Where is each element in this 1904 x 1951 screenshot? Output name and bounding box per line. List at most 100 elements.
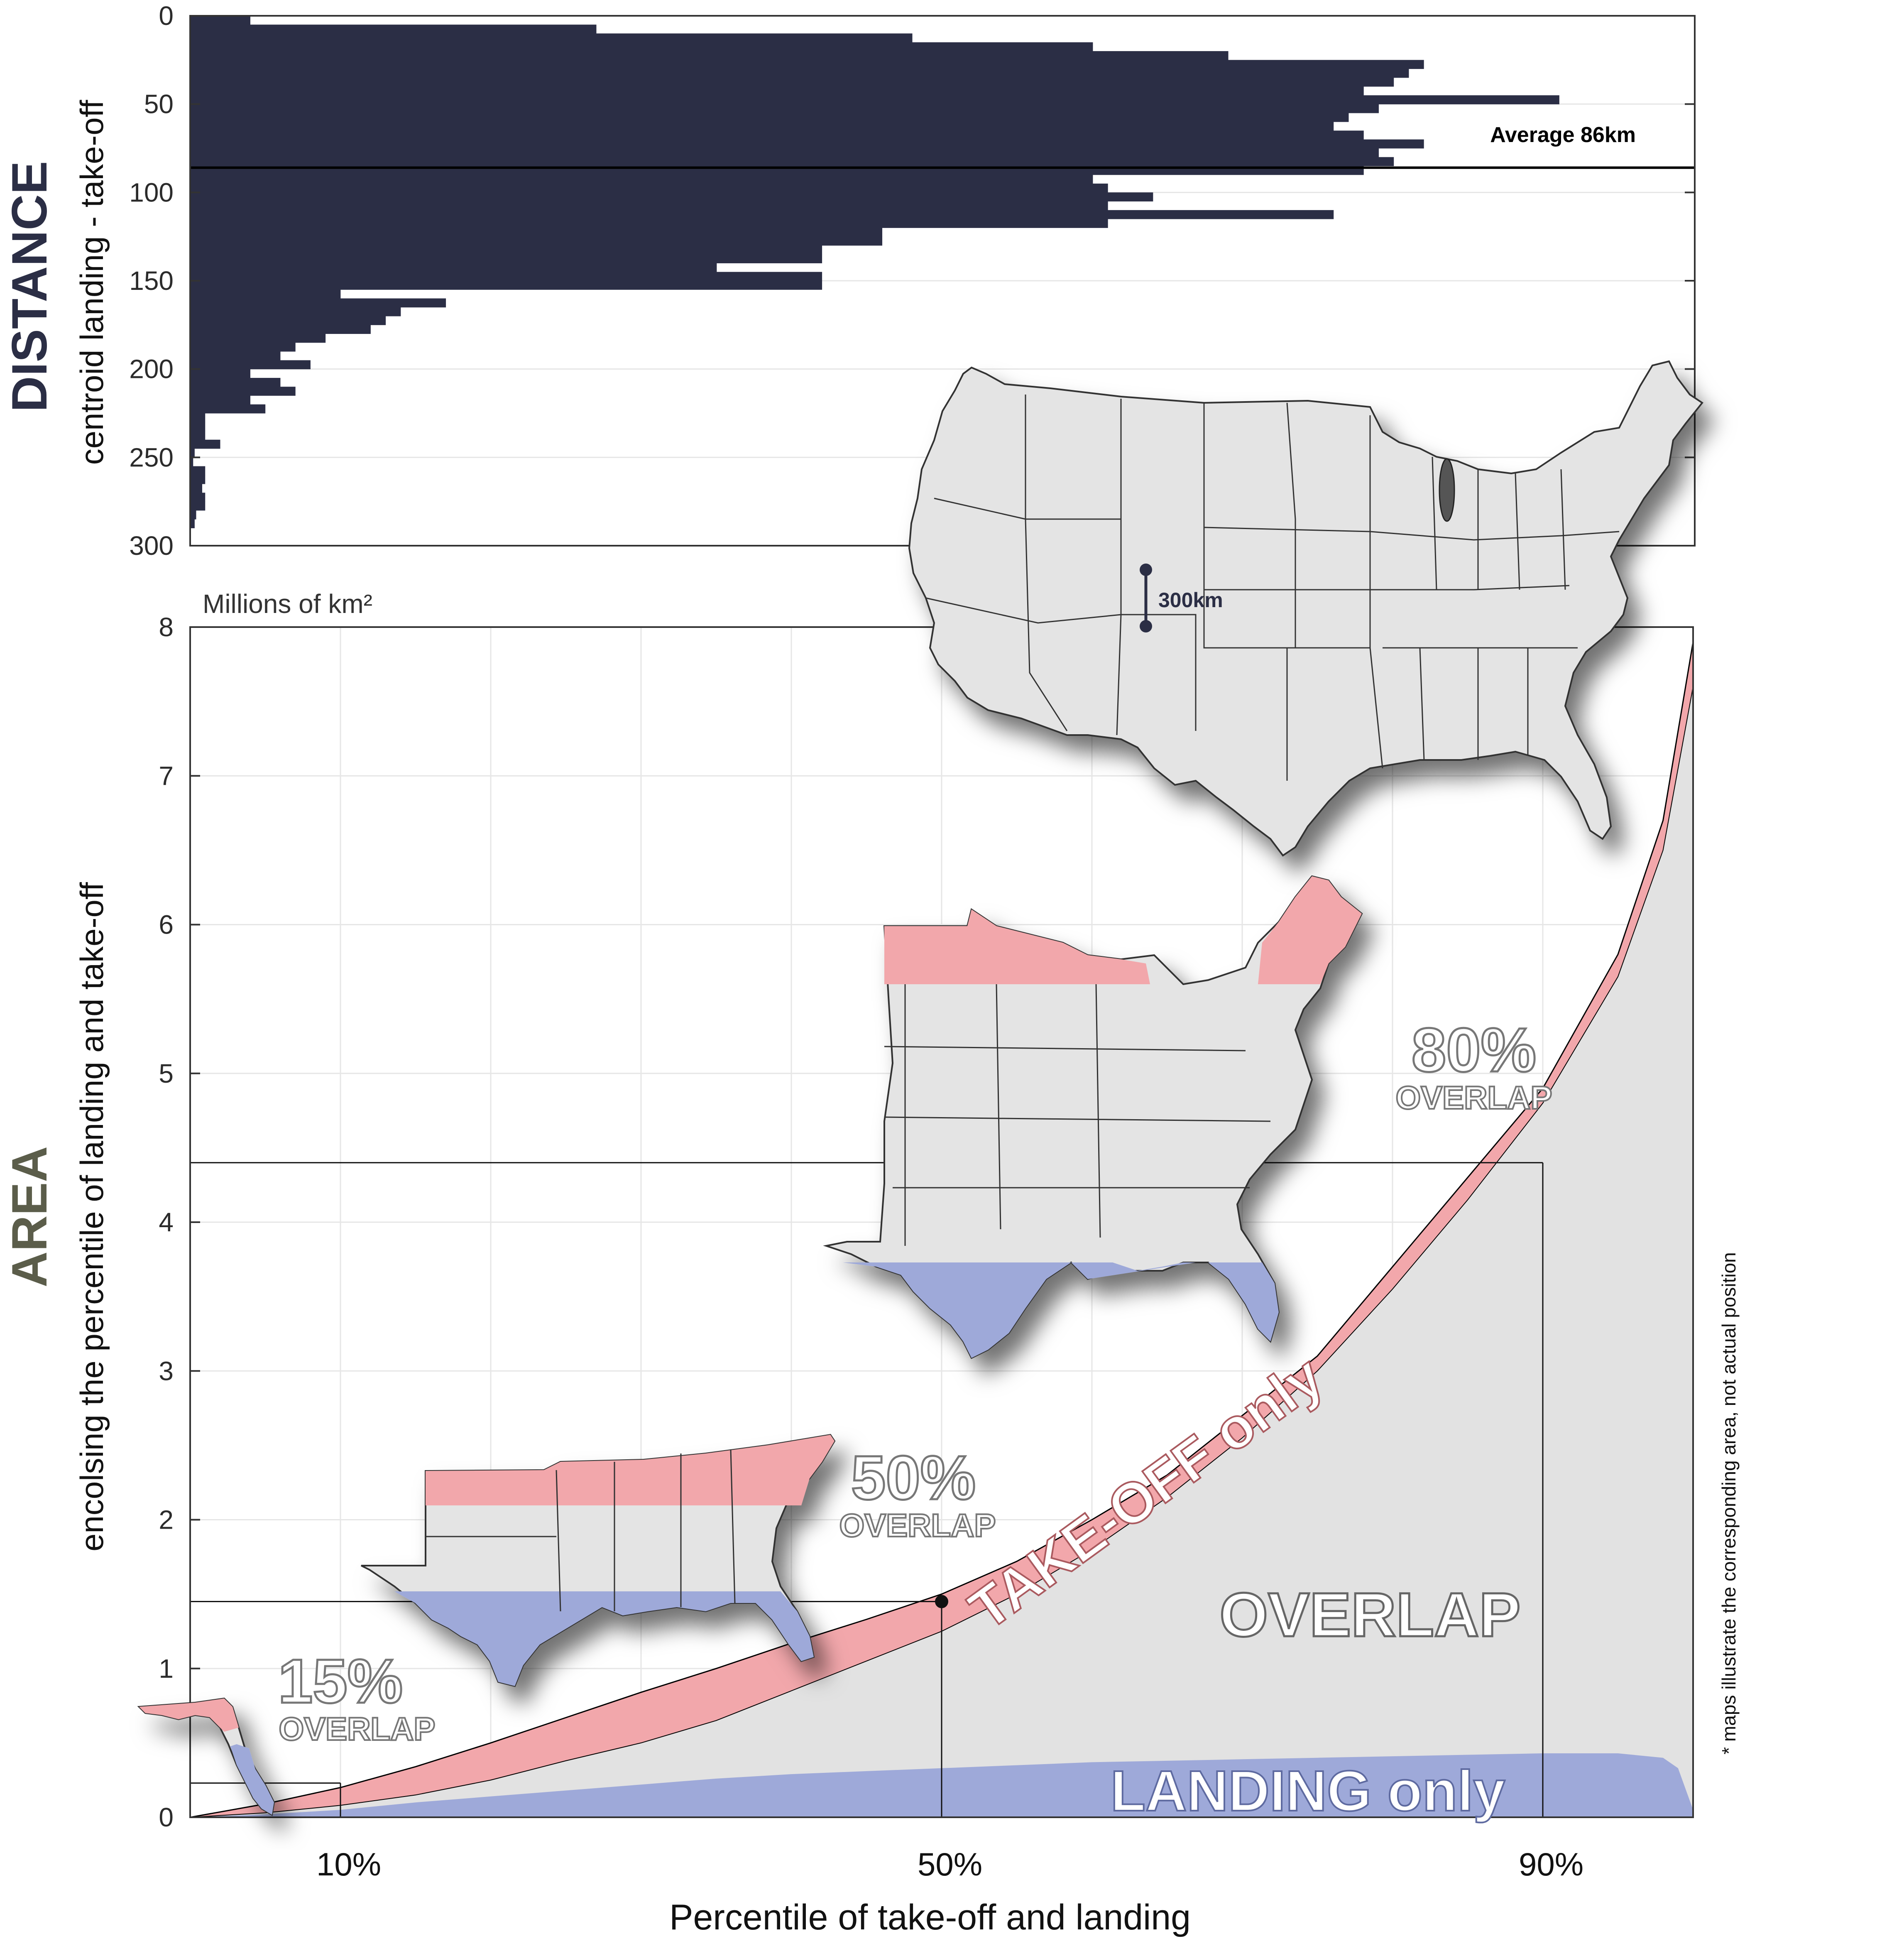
distance-bar: [190, 201, 1108, 211]
distance-bar: [190, 404, 266, 414]
distance-bar: [190, 289, 341, 299]
scale-bar: 300km: [1140, 564, 1223, 632]
distance-bar: [190, 281, 822, 290]
distance-bar: [190, 113, 1349, 122]
distance-bar: [190, 25, 597, 34]
distance-bar: [190, 60, 1424, 69]
distance-bar: [190, 148, 1379, 157]
area-y-ticks: 0 1 2 3 4 5 6 7 8: [159, 612, 200, 1832]
distance-bar: [190, 192, 1153, 202]
distance-tick-label: 150: [129, 266, 174, 296]
overlap-80-percent: 80%: [1412, 1015, 1536, 1085]
distance-bar: [190, 360, 311, 370]
area-tick-label: 7: [159, 761, 174, 791]
distance-panel: Average 86km 0 50 100 150 200 250 300: [129, 1, 1696, 561]
distance-bar: [190, 316, 386, 325]
distance-tick-label: 50: [144, 89, 174, 119]
distance-bar: [190, 95, 1559, 105]
overlap-50-percent: 50%: [851, 1443, 976, 1512]
distance-bar: [190, 139, 1424, 149]
distance-bar: [190, 219, 1108, 228]
distance-tick-label: 300: [129, 531, 174, 561]
area-tick-label: 6: [159, 910, 174, 940]
distance-bar: [190, 439, 220, 449]
distance-bar: [190, 16, 250, 25]
distance-bar: [190, 272, 822, 281]
area-tick-label: 1: [159, 1654, 174, 1684]
distance-bar: [190, 377, 281, 387]
distance-y-label: centroid landing - take-off: [73, 100, 110, 465]
area-x-tick-label: 50%: [918, 1846, 982, 1882]
distance-bar: [190, 342, 296, 352]
distance-bar: [190, 42, 1093, 51]
area-tick-label: 8: [159, 612, 174, 642]
distance-bar: [190, 263, 717, 272]
map-80-overlap: [823, 875, 1363, 1359]
area-tick-label: 2: [159, 1505, 174, 1535]
great-lakes: [1439, 458, 1455, 522]
distance-bar: [190, 493, 206, 502]
distance-bar: [190, 395, 250, 405]
area-y-label: encolsing the percentile of landing and …: [73, 882, 110, 1551]
distance-tick-label: 100: [129, 177, 174, 207]
distance-bar: [190, 130, 1364, 140]
distance-bar: [190, 228, 883, 237]
overlap-area: [190, 686, 1694, 1818]
distance-bar: [190, 174, 1093, 184]
overlap-15-word: OVERLAP: [279, 1711, 435, 1747]
usa-state-lines: [925, 395, 1620, 781]
map-50-overlap: [361, 1434, 836, 1687]
usa-map: [908, 360, 1703, 857]
distance-bar: [190, 33, 913, 43]
footnote: * maps illustrate the corresponding area…: [1718, 1252, 1740, 1754]
distance-bar: [190, 422, 206, 431]
distance-bar: [190, 122, 1334, 131]
map-15-overlap: [137, 1697, 275, 1816]
overlap-50-word: OVERLAP: [839, 1507, 996, 1544]
distance-bar: [190, 254, 822, 263]
distance-bar: [190, 51, 1229, 60]
distance-bar: [190, 236, 883, 246]
distance-bar: [190, 466, 206, 475]
distance-bar: [190, 245, 822, 255]
area-tick-label: 4: [159, 1207, 174, 1237]
marker-point: [935, 1595, 948, 1608]
scale-bar-label: 300km: [1158, 588, 1223, 612]
distance-y-ticks: 0 50 100 150 200 250 300: [129, 1, 1695, 561]
average-label: Average 86km: [1490, 123, 1636, 147]
distance-bar: [190, 157, 1394, 167]
distance-bar: [190, 519, 195, 528]
area-x-label: Percentile of take-off and landing: [669, 1897, 1191, 1937]
area-tick-label: 0: [159, 1802, 174, 1832]
area-x-ticks: 10% 50% 90%: [316, 1846, 1583, 1882]
distance-bar: [190, 457, 193, 467]
distance-bar: [190, 413, 206, 422]
distance-bar: [190, 298, 446, 308]
distance-title: DISTANCE: [2, 161, 57, 412]
distance-bar: [190, 484, 202, 493]
distance-tick-label: 250: [129, 442, 174, 472]
distance-bar: [190, 387, 296, 396]
distance-bar: [190, 351, 281, 360]
distance-tick-label: 200: [129, 354, 174, 384]
overlap-80-word: OVERLAP: [1395, 1079, 1552, 1116]
distance-bar: [190, 86, 1364, 96]
distance-bar: [190, 307, 401, 316]
map-illustrations: 300km: [137, 360, 1703, 1816]
distance-bar: [190, 475, 206, 484]
distance-bar: [190, 333, 326, 343]
distance-bar: [190, 325, 371, 334]
distance-bar: [190, 501, 206, 511]
area-title: AREA: [2, 1146, 57, 1287]
area-x-tick-label: 90%: [1519, 1846, 1583, 1882]
distance-bar: [190, 77, 1394, 87]
distance-bar: [190, 449, 195, 458]
distance-bar: [190, 210, 1334, 219]
distance-bar: [190, 431, 206, 440]
overlap-15-percent: 15%: [278, 1646, 403, 1716]
distance-bar: [190, 184, 1108, 193]
distance-bar: [190, 510, 196, 520]
distance-bar: [190, 69, 1409, 78]
area-tick-label: 5: [159, 1059, 174, 1088]
